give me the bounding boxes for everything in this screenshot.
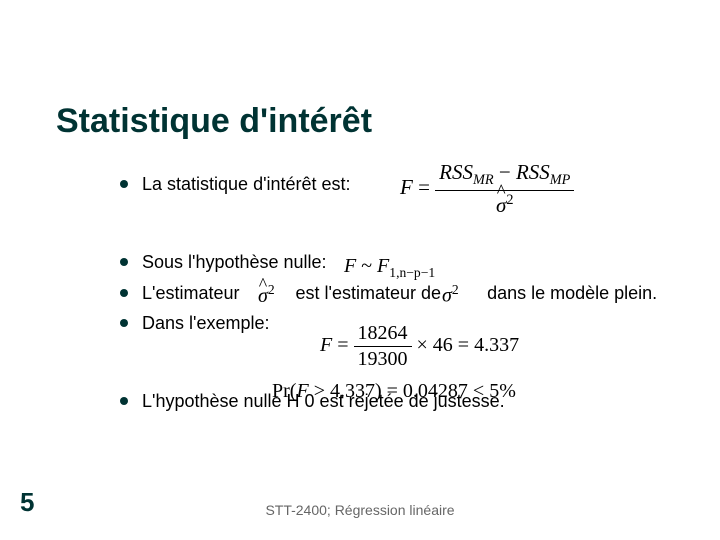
equals-sign: = xyxy=(458,334,474,356)
minus-sign: − xyxy=(499,160,516,184)
formula-main: F = RSSMR − RSSMP σ2 xyxy=(400,160,574,218)
bullet-dot-icon xyxy=(120,180,128,188)
formula-lhs: F xyxy=(320,334,332,356)
subscript: MP xyxy=(550,172,571,188)
subscript: MR xyxy=(473,172,494,188)
dist-sym: F xyxy=(344,255,356,277)
bullet-text-part: dans le modèle plein. xyxy=(487,283,657,303)
sigma-hat: σ xyxy=(258,285,268,308)
bullet-dot-icon xyxy=(120,397,128,405)
slide: Statistique d'intérêt La statistique d'i… xyxy=(0,0,720,540)
sigma-sym: σ xyxy=(442,285,452,307)
gt-sign: > xyxy=(314,380,325,402)
superscript: 2 xyxy=(452,282,459,297)
pr-arg-sym: F xyxy=(296,380,308,402)
equals-sign: = xyxy=(337,334,353,356)
equals-sign: = xyxy=(387,380,403,402)
times-sign: × xyxy=(417,334,428,356)
superscript: 2 xyxy=(268,282,275,297)
lt-sign: < xyxy=(473,380,489,402)
example-result: 4.337 xyxy=(474,334,519,356)
pr-arg-val: 4.337 xyxy=(330,380,375,402)
equals-sign: = xyxy=(418,175,435,199)
formula-probability: Pr(F > 4.337) = 0.04287 < 5% xyxy=(272,380,516,403)
formula-example: F = 18264 19300 × 46 = 4.337 xyxy=(320,322,519,371)
dist-subscript: 1,n−p−1 xyxy=(389,265,435,280)
fraction-numerator: 18264 xyxy=(354,322,412,347)
rss-term: RSS xyxy=(516,160,550,184)
bullet-text: L'estimateur est l'estimateur de dans le… xyxy=(142,281,680,305)
formula-lhs: F xyxy=(400,175,413,199)
pr-threshold: 5% xyxy=(489,380,516,402)
bullet-item: L'estimateur est l'estimateur de dans le… xyxy=(120,281,680,305)
rss-term: RSS xyxy=(439,160,473,184)
fraction: RSSMR − RSSMP σ2 xyxy=(435,160,574,218)
pr-value: 0.04287 xyxy=(403,380,468,402)
bullet-text-part: est l'estimateur de xyxy=(296,283,442,303)
bullet-text-part: L'estimateur xyxy=(142,283,239,303)
fraction-denominator: σ2 xyxy=(435,191,574,218)
sigma-hat: σ xyxy=(496,193,506,218)
superscript: 2 xyxy=(506,192,513,208)
paren-close: ) xyxy=(375,380,382,402)
example-k: 46 xyxy=(433,334,453,356)
dist-rhs: F xyxy=(377,255,389,277)
bullet-dot-icon xyxy=(120,289,128,297)
formula-sigma-hat: σ2 xyxy=(258,282,275,308)
fraction: 18264 19300 xyxy=(354,322,412,371)
pr-fn: Pr xyxy=(272,380,290,402)
formula-sigma: σ2 xyxy=(442,282,459,308)
slide-footer: STT-2400; Régression linéaire xyxy=(0,502,720,518)
bullet-dot-icon xyxy=(120,319,128,327)
formula-distribution: F ~ F1,n−p−1 xyxy=(344,255,435,281)
bullet-dot-icon xyxy=(120,258,128,266)
slide-title: Statistique d'intérêt xyxy=(56,102,372,141)
tilde-sign: ~ xyxy=(361,255,377,277)
fraction-denominator: 19300 xyxy=(354,347,412,371)
